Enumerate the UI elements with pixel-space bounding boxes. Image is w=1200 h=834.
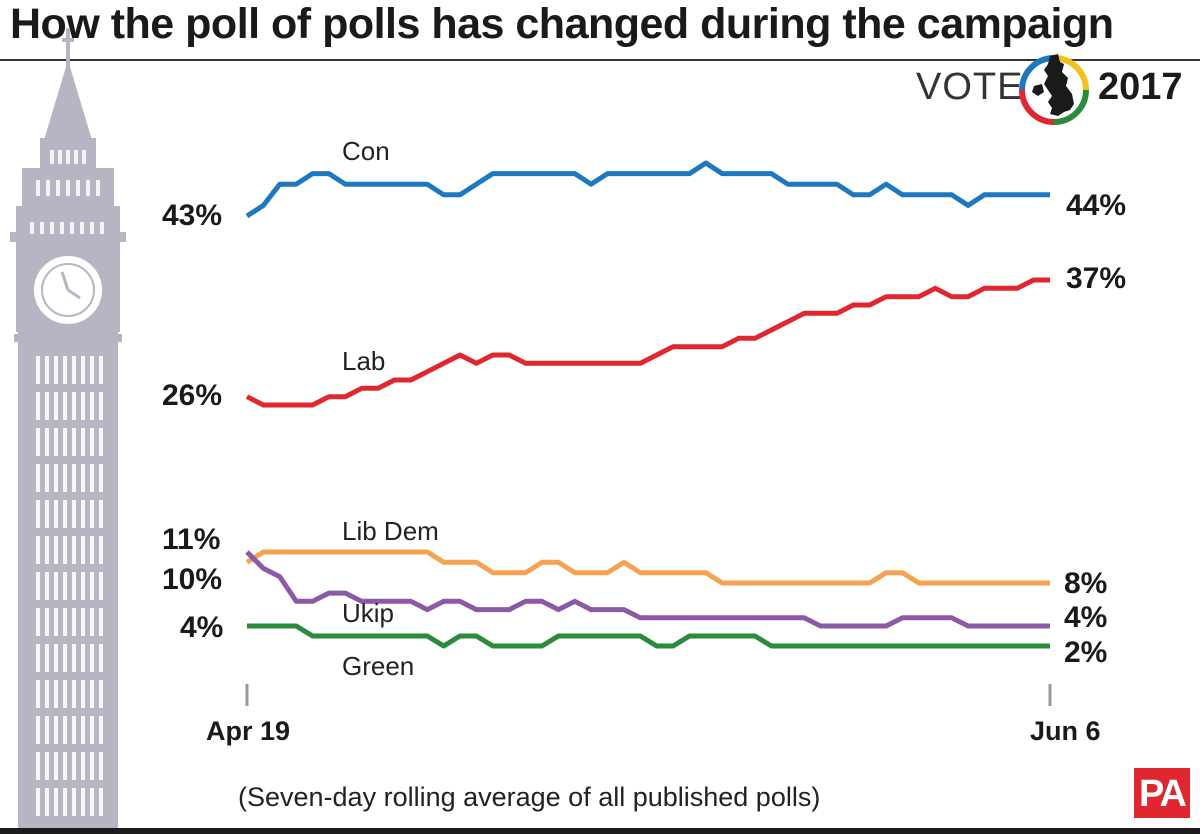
vote-brand-word: VOTE	[916, 66, 1024, 108]
pa-logo: PA	[1134, 768, 1190, 818]
end-value-label-con: 44%	[1066, 189, 1126, 222]
end-value-label-green: 2%	[1064, 636, 1107, 669]
title-divider	[0, 59, 1200, 61]
start-value-label-lab: 26%	[162, 379, 222, 412]
series-line-ukip	[245, 550, 1050, 629]
start-value-label-ukip: 11%	[162, 523, 220, 556]
big-ben-illustration	[10, 28, 126, 834]
end-value-label-ukip: 4%	[1064, 601, 1107, 634]
series-line-lib-dem	[245, 549, 1050, 586]
series-name-lib-dem: Lib Dem	[342, 516, 439, 546]
start-value-label-lib-dem: 10%	[162, 563, 222, 596]
start-value-label-con: 43%	[162, 199, 222, 232]
end-value-label-lib-dem: 8%	[1064, 567, 1107, 600]
chart-title: How the poll of polls has changed during…	[10, 0, 1114, 48]
series-name-green: Green	[342, 651, 414, 681]
x-tick-label: Apr 19	[206, 716, 290, 746]
series-line-con	[245, 160, 1050, 219]
uk-map-logo-icon	[1019, 54, 1089, 125]
series-name-con: Con	[342, 136, 390, 166]
series-name-lab: Lab	[342, 346, 385, 376]
vote-brand-year: 2017	[1098, 66, 1183, 108]
start-value-label-green: 4%	[180, 611, 223, 644]
chart-subtitle: (Seven-day rolling average of all publis…	[238, 782, 821, 812]
end-value-label-lab: 37%	[1066, 262, 1126, 295]
series-name-ukip: Ukip	[342, 598, 394, 628]
series-line-green	[247, 623, 1050, 649]
x-tick-label: Jun 6	[1030, 716, 1101, 746]
bottom-divider	[0, 828, 1200, 834]
series-line-lab	[245, 277, 1050, 408]
